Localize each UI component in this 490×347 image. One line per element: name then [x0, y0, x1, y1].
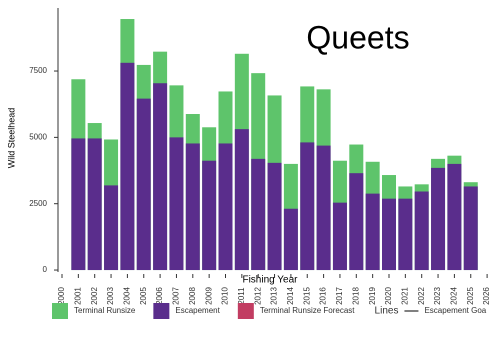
bar [87, 138, 102, 271]
x-tick-label: 2018 [351, 287, 360, 305]
x-tick-label: 2015 [302, 287, 311, 305]
bar [398, 198, 413, 271]
bar [382, 198, 396, 271]
legend-label: Terminal Runsize [74, 306, 136, 315]
x-tick-label: 2025 [466, 287, 475, 305]
x-axis-label: Fishing Year [242, 275, 298, 286]
x-tick-label: 2009 [204, 287, 213, 305]
bar [283, 208, 298, 271]
bar [349, 173, 364, 271]
bar [169, 137, 184, 271]
legend-label: Terminal Runsize Forecast [260, 306, 355, 315]
bar [234, 129, 249, 271]
x-tick-label: 2017 [335, 287, 344, 305]
bar [267, 162, 282, 271]
x-tick-label: 2003 [106, 287, 115, 305]
x-tick-label: 2006 [155, 287, 164, 305]
bar [251, 158, 266, 271]
bar [202, 160, 217, 271]
bar [300, 142, 315, 271]
x-tick-label: 2019 [368, 287, 377, 305]
bar [316, 145, 331, 271]
x-tick-label: 2002 [90, 287, 99, 305]
y-tick-label: 5000 [29, 132, 47, 141]
x-tick-label: 2008 [188, 287, 197, 305]
bar [136, 98, 151, 271]
x-tick-label: 2000 [57, 287, 66, 305]
bar [463, 186, 478, 271]
bar [104, 185, 119, 271]
bar [71, 138, 86, 271]
y-tick-label: 0 [43, 265, 48, 274]
bar [218, 143, 233, 271]
x-tick-label: 2010 [221, 287, 230, 305]
legend-title: Lines [375, 306, 399, 317]
legend-swatch [153, 303, 170, 319]
x-tick-label: 2004 [123, 287, 132, 305]
x-tick-label: 2026 [482, 287, 490, 305]
bar [447, 163, 462, 271]
legend-label: Escapement Goa [424, 306, 486, 315]
x-tick-label: 2014 [286, 287, 295, 305]
legend-label: Escapement [175, 306, 220, 315]
bar [185, 143, 200, 271]
x-tick-label: 2001 [73, 287, 82, 305]
bar [332, 202, 347, 271]
x-tick-label: 2013 [270, 287, 279, 305]
x-tick-label: 2020 [384, 287, 393, 305]
x-tick-label: 2011 [237, 287, 246, 305]
bar [120, 62, 135, 271]
x-tick-label: 2007 [172, 287, 181, 305]
x-tick-label: 2024 [450, 287, 459, 305]
y-tick-label: 2500 [29, 199, 47, 208]
chart-title: Queets [306, 19, 409, 55]
bar [414, 191, 429, 271]
x-tick-label: 2012 [253, 287, 262, 305]
bar [153, 83, 168, 271]
y-axis-label: Wild Steelhead [6, 108, 16, 169]
x-tick-label: 2021 [400, 287, 409, 305]
x-tick-label: 2016 [319, 287, 328, 305]
bar [431, 167, 446, 271]
x-tick-label: 2005 [139, 287, 148, 305]
x-tick-label: 2023 [433, 287, 442, 305]
legend-swatch [52, 303, 68, 319]
y-tick-label: 7500 [29, 66, 47, 75]
bar [365, 193, 380, 271]
x-tick-label: 2022 [417, 287, 426, 305]
legend-swatch [237, 303, 254, 319]
